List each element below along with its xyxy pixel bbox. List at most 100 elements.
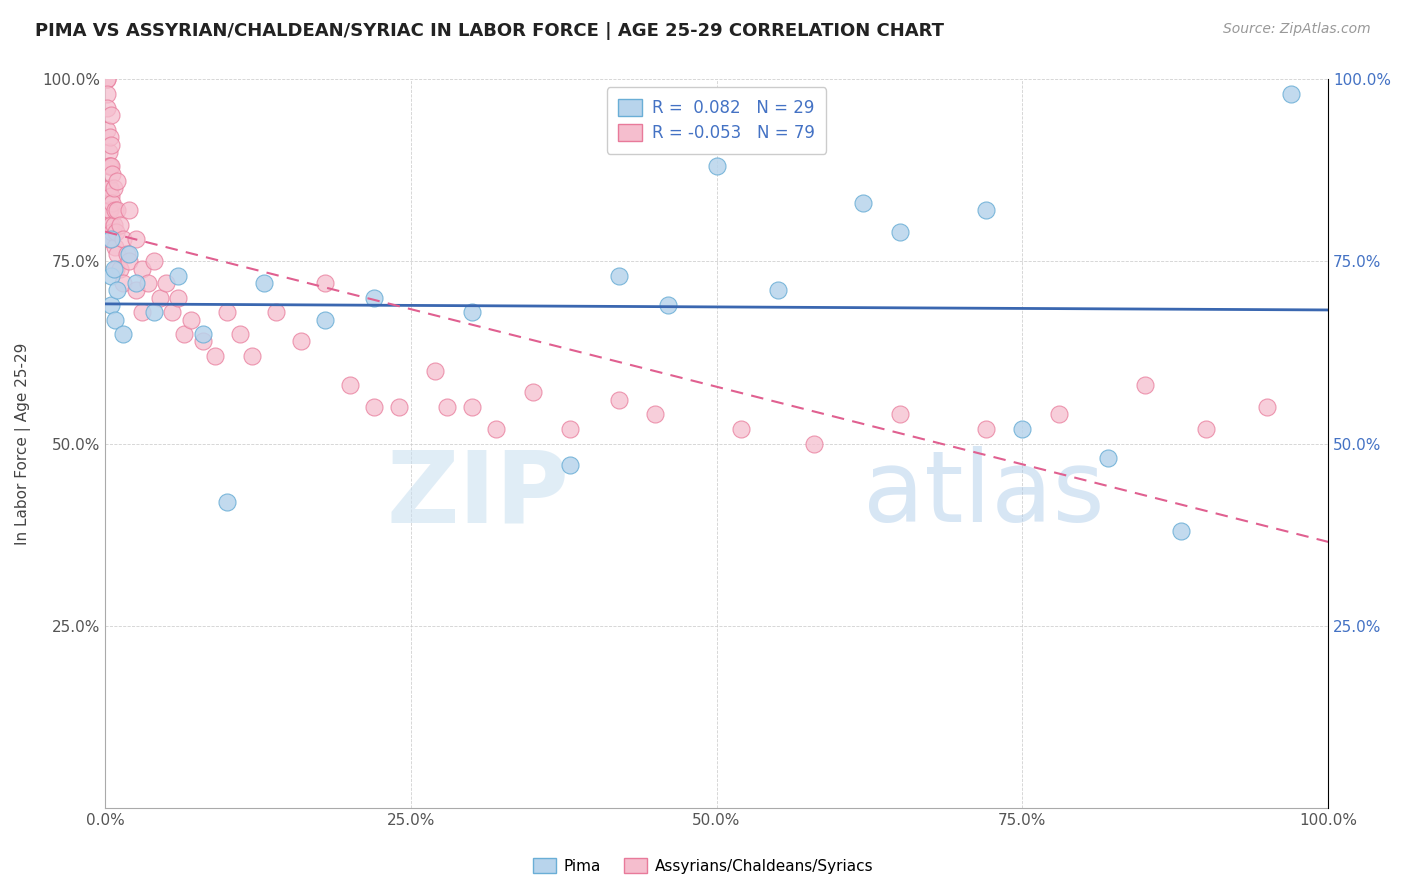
- Point: [105, 174, 128, 188]
- Point: [115, 247, 138, 261]
- Point: [558, 422, 581, 436]
- Point: [100, 298, 122, 312]
- Point: [104, 240, 127, 254]
- Point: [180, 312, 202, 326]
- Point: [98, 160, 121, 174]
- Point: [131, 305, 153, 319]
- Point: [167, 268, 190, 283]
- Point: [155, 276, 177, 290]
- Point: [108, 261, 131, 276]
- Point: [98, 181, 121, 195]
- Point: [485, 422, 508, 436]
- Point: [100, 108, 122, 122]
- Legend: Pima, Assyrians/Chaldeans/Syriacs: Pima, Assyrians/Chaldeans/Syriacs: [527, 852, 879, 880]
- Point: [100, 137, 122, 152]
- Point: [889, 408, 911, 422]
- Point: [112, 327, 135, 342]
- Text: PIMA VS ASSYRIAN/CHALDEAN/SYRIAC IN LABOR FORCE | AGE 25-29 CORRELATION CHART: PIMA VS ASSYRIAN/CHALDEAN/SYRIAC IN LABO…: [35, 22, 945, 40]
- Point: [1256, 400, 1278, 414]
- Point: [1047, 408, 1070, 422]
- Point: [96, 123, 118, 137]
- Point: [167, 291, 190, 305]
- Point: [112, 232, 135, 246]
- Point: [730, 422, 752, 436]
- Point: [101, 167, 124, 181]
- Point: [103, 218, 125, 232]
- Text: ZIP: ZIP: [387, 446, 569, 543]
- Point: [97, 160, 120, 174]
- Point: [103, 261, 125, 276]
- Point: [96, 87, 118, 101]
- Point: [314, 276, 336, 290]
- Point: [204, 349, 226, 363]
- Point: [104, 203, 127, 218]
- Point: [97, 232, 120, 246]
- Point: [1097, 451, 1119, 466]
- Point: [217, 495, 239, 509]
- Point: [142, 254, 165, 268]
- Point: [314, 312, 336, 326]
- Point: [974, 422, 997, 436]
- Point: [103, 181, 125, 195]
- Point: [387, 400, 409, 414]
- Point: [100, 218, 122, 232]
- Point: [118, 254, 141, 268]
- Point: [339, 378, 361, 392]
- Point: [852, 195, 875, 210]
- Point: [253, 276, 276, 290]
- Point: [803, 436, 825, 450]
- Point: [522, 385, 544, 400]
- Point: [131, 261, 153, 276]
- Point: [97, 145, 120, 159]
- Point: [104, 225, 127, 239]
- Text: Source: ZipAtlas.com: Source: ZipAtlas.com: [1223, 22, 1371, 37]
- Point: [124, 276, 146, 290]
- Point: [100, 160, 122, 174]
- Point: [657, 298, 679, 312]
- Point: [118, 247, 141, 261]
- Text: atlas: atlas: [863, 446, 1105, 543]
- Point: [191, 327, 214, 342]
- Point: [228, 327, 250, 342]
- Point: [1170, 524, 1192, 538]
- Point: [290, 334, 312, 349]
- Point: [100, 268, 122, 283]
- Point: [105, 203, 128, 218]
- Point: [104, 261, 127, 276]
- Point: [889, 225, 911, 239]
- Point: [644, 408, 666, 422]
- Point: [607, 392, 630, 407]
- Point: [1133, 378, 1156, 392]
- Point: [766, 284, 789, 298]
- Point: [162, 305, 184, 319]
- Point: [96, 72, 118, 87]
- Point: [363, 400, 385, 414]
- Point: [101, 225, 124, 239]
- Point: [105, 284, 128, 298]
- Point: [98, 232, 121, 246]
- Point: [96, 101, 118, 115]
- Point: [100, 232, 122, 246]
- Point: [974, 203, 997, 218]
- Point: [706, 160, 728, 174]
- Point: [100, 188, 122, 202]
- Point: [436, 400, 458, 414]
- Point: [97, 181, 120, 195]
- Point: [217, 305, 239, 319]
- Point: [1281, 87, 1303, 101]
- Point: [97, 218, 120, 232]
- Point: [1011, 422, 1033, 436]
- Point: [112, 276, 135, 290]
- Legend: R =  0.082   N = 29, R = -0.053   N = 79: R = 0.082 N = 29, R = -0.053 N = 79: [607, 87, 827, 153]
- Point: [124, 232, 146, 246]
- Point: [136, 276, 159, 290]
- Y-axis label: In Labor Force | Age 25-29: In Labor Force | Age 25-29: [15, 343, 31, 545]
- Point: [461, 400, 484, 414]
- Point: [98, 203, 121, 218]
- Point: [105, 247, 128, 261]
- Point: [191, 334, 214, 349]
- Point: [173, 327, 195, 342]
- Point: [96, 72, 118, 87]
- Point: [142, 305, 165, 319]
- Point: [264, 305, 287, 319]
